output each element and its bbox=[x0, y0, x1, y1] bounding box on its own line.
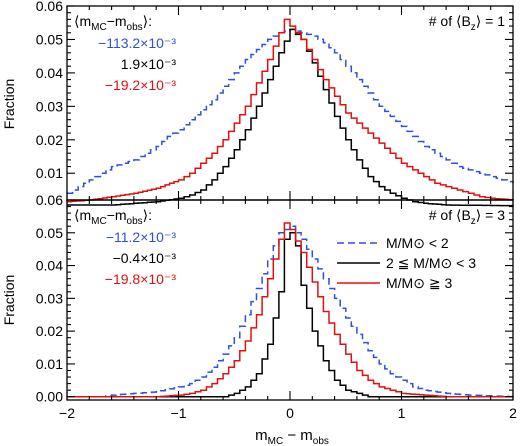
panel-1-series-blue bbox=[67, 28, 514, 195]
panel-1-offset-black: 1.9×10⁻³ bbox=[121, 56, 177, 72]
panel-1-offset-blue: −113.2×10⁻³ bbox=[98, 35, 176, 51]
panel-1-ytick-label: 0.01 bbox=[36, 165, 63, 181]
panel-2-series-red bbox=[67, 222, 513, 398]
panel-2-ytick-label: 0.06 bbox=[36, 192, 63, 208]
panel-1-series-red bbox=[67, 18, 514, 203]
panel-1-ytick-label: 0.02 bbox=[36, 132, 63, 148]
panel-1-ytick-label: 0.05 bbox=[36, 31, 63, 47]
panel-2-ytick-label: 0.05 bbox=[36, 225, 63, 241]
panel-1-corner-label: # of ⟨Bz⟩ = 1 bbox=[429, 13, 505, 33]
panel-1-ytick-label: 0.04 bbox=[36, 65, 63, 81]
panel-2-corner-label: # of ⟨Bz⟩ = 3 bbox=[429, 207, 505, 227]
panel-1-ytick-label: 0.06 bbox=[36, 0, 63, 14]
panel-1-series-black bbox=[67, 28, 514, 207]
x-axis-label: mMC − mobs bbox=[255, 427, 329, 446]
xtick-label: −1 bbox=[171, 405, 187, 421]
legend-label-red: M/M⊙ ≧ 3 bbox=[386, 275, 452, 291]
legend-label-blue: M/M⊙ < 2 bbox=[386, 235, 449, 251]
panel-2-ytick-label: 0.02 bbox=[36, 323, 63, 339]
panel-1-ytick-label: 0.03 bbox=[36, 98, 63, 114]
panel-2: 0.00 0.01 0.02 0.03 0.04 0.05 0.06 ⟨mMC−mobs⟩: −… bbox=[36, 192, 514, 405]
panel-2-offset-title: ⟨mMC−mobs⟩: bbox=[74, 207, 152, 227]
xtick-label: −2 bbox=[59, 405, 75, 421]
panel-2-series-blue bbox=[67, 225, 514, 398]
panel-1-offset-title: ⟨mMC−mobs⟩: bbox=[74, 13, 152, 33]
panel-2-ytick-label: 0.01 bbox=[36, 356, 63, 372]
xtick-label: 2 bbox=[509, 405, 517, 421]
panel-2-ytick-label: 0.04 bbox=[36, 258, 63, 274]
y-axis-label-bottom: Fraction bbox=[1, 275, 17, 326]
y-axis-label-top: Fraction bbox=[1, 79, 17, 130]
panel-2-offset-blue: −11.2×10⁻³ bbox=[106, 229, 177, 245]
panel-2-ytick-label: 0.00 bbox=[36, 389, 63, 405]
panel-2-offset-red: −19.8×10⁻³ bbox=[105, 271, 177, 287]
panel-2-ytick-label: 0.03 bbox=[36, 290, 63, 306]
xtick-label: 0 bbox=[286, 405, 294, 421]
xtick-label: 1 bbox=[398, 405, 406, 421]
panel-2-offset-black: −0.4×10⁻³ bbox=[113, 250, 177, 266]
legend: M/M⊙ < 2 2 ≦ M/M⊙ < 3 M/M⊙ ≧ 3 bbox=[337, 235, 476, 291]
legend-label-black: 2 ≦ M/M⊙ < 3 bbox=[386, 255, 476, 271]
panel-1-offset-red: −19.2×10⁻³ bbox=[105, 77, 177, 93]
panel-1: 0.01 0.02 0.03 0.04 0.05 0.06 ⟨mMC−mobs⟩: −113.… bbox=[36, 0, 514, 207]
